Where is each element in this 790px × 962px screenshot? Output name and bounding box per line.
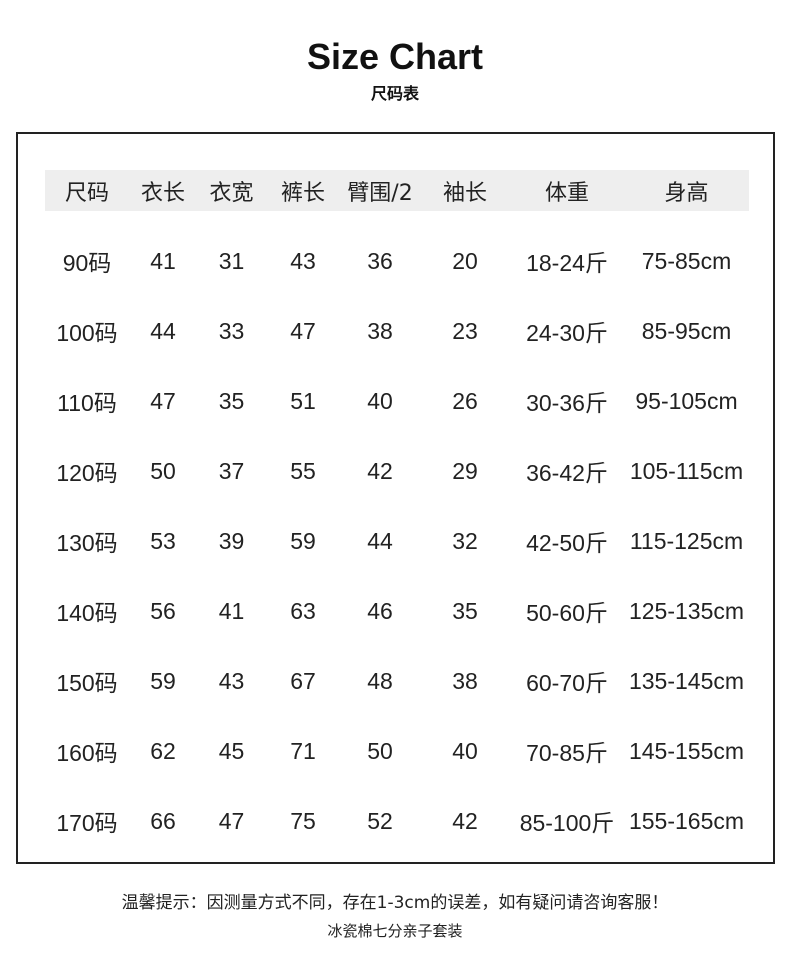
table-cell: 31 bbox=[218, 247, 245, 274]
table-row: 90码 41 31 43 36 20 18-24斤 75-85cm bbox=[45, 226, 749, 296]
column-header: 袖长 bbox=[442, 180, 487, 206]
table-cell: 75 bbox=[290, 807, 316, 834]
table-cell: 35 bbox=[218, 387, 245, 414]
table-cell: 23 bbox=[452, 317, 478, 344]
table-header-row: 尺码 衣长 衣宽 裤长 臂围/2 袖长 体重 身高 bbox=[45, 170, 749, 211]
table-cell: 105-115cm bbox=[629, 457, 744, 484]
product-name: 冰瓷棉七分亲子套装 bbox=[327, 922, 463, 940]
table-row: 160码 62 45 71 50 40 70-85斤 145-155cm bbox=[45, 716, 749, 786]
table-cell: 32 bbox=[452, 527, 478, 554]
table-cell: 51 bbox=[290, 387, 316, 414]
table-cell: 42 bbox=[452, 807, 478, 834]
table-cell: 66 bbox=[150, 807, 176, 834]
table-cell: 50-60斤 bbox=[526, 600, 608, 626]
page-title: Size Chart bbox=[306, 36, 484, 77]
table-cell: 40 bbox=[367, 387, 393, 414]
column-header: 身高 bbox=[664, 180, 709, 206]
table-cell: 63 bbox=[290, 597, 316, 624]
table-cell: 60-70斤 bbox=[526, 670, 608, 696]
table-cell: 55 bbox=[290, 457, 316, 484]
table-cell: 145-155cm bbox=[628, 737, 745, 764]
table-cell: 95-105cm bbox=[635, 387, 738, 414]
table-cell: 33 bbox=[218, 317, 245, 344]
table-cell: 75-85cm bbox=[641, 247, 732, 274]
table-cell: 47 bbox=[218, 807, 245, 834]
table-cell: 59 bbox=[150, 667, 176, 694]
spacer-cell bbox=[45, 211, 749, 226]
table-cell: 36-42斤 bbox=[526, 460, 608, 486]
table-cell: 24-30斤 bbox=[526, 320, 608, 346]
table-cell: 35 bbox=[452, 597, 478, 624]
table-cell: 48 bbox=[367, 667, 393, 694]
page-subtitle: 尺码表 bbox=[370, 84, 419, 103]
size-table: 尺码 衣长 衣宽 裤长 臂围/2 袖长 体重 身高 90码 41 31 43 36 20 18-24斤 75… bbox=[45, 170, 749, 856]
table-cell: 160码 bbox=[56, 740, 118, 766]
table-cell: 150码 bbox=[56, 670, 118, 696]
table-cell: 85-95cm bbox=[641, 317, 732, 344]
table-cell: 135-145cm bbox=[628, 667, 745, 694]
size-chart-frame: 尺码 衣长 衣宽 裤长 臂围/2 袖长 体重 身高 90码 41 31 43 36 20 18-24斤 75… bbox=[16, 132, 775, 864]
table-cell: 155-165cm bbox=[628, 807, 745, 834]
table-cell: 59 bbox=[290, 527, 316, 554]
table-cell: 71 bbox=[290, 737, 316, 764]
measurement-note: 温馨提示：因测量方式不同，存在1-3cm的误差，如有疑问请咨询客服！ bbox=[121, 893, 669, 913]
table-cell: 52 bbox=[367, 807, 393, 834]
spacer-row bbox=[45, 211, 749, 226]
table-cell: 62 bbox=[150, 737, 176, 764]
table-cell: 50 bbox=[150, 457, 176, 484]
table-cell: 50 bbox=[367, 737, 393, 764]
table-cell: 67 bbox=[290, 667, 316, 694]
table-cell: 20 bbox=[452, 247, 478, 274]
table-cell: 38 bbox=[452, 667, 478, 694]
table-cell: 42 bbox=[367, 457, 393, 484]
column-header: 体重 bbox=[544, 180, 589, 206]
column-header: 臂围/2 bbox=[347, 180, 413, 206]
table-cell: 43 bbox=[290, 247, 316, 274]
table-cell: 125-135cm bbox=[628, 597, 745, 624]
table-cell: 120码 bbox=[56, 460, 118, 486]
table-cell: 110码 bbox=[57, 390, 117, 416]
table-cell: 30-36斤 bbox=[526, 390, 608, 416]
table-cell: 45 bbox=[218, 737, 245, 764]
table-cell: 47 bbox=[290, 317, 316, 344]
table-cell: 53 bbox=[150, 527, 176, 554]
table-cell: 26 bbox=[452, 387, 478, 414]
column-header: 裤长 bbox=[280, 180, 325, 206]
table-row: 110码 47 35 51 40 26 30-36斤 95-105cm bbox=[45, 366, 749, 436]
table-cell: 37 bbox=[218, 457, 245, 484]
table-cell: 29 bbox=[452, 457, 478, 484]
table-row: 100码 44 33 47 38 23 24-30斤 85-95cm bbox=[45, 296, 749, 366]
table-cell: 40 bbox=[452, 737, 478, 764]
table-row: 140码 56 41 63 46 35 50-60斤 125-135cm bbox=[45, 576, 749, 646]
table-cell: 41 bbox=[218, 597, 245, 624]
column-header: 衣长 bbox=[140, 180, 185, 206]
table-cell: 38 bbox=[367, 317, 393, 344]
table-cell: 47 bbox=[150, 387, 176, 414]
table-row: 150码 59 43 67 48 38 60-70斤 135-145cm bbox=[45, 646, 749, 716]
column-header: 衣宽 bbox=[209, 180, 254, 206]
table-cell: 100码 bbox=[56, 320, 118, 346]
table-cell: 115-125cm bbox=[629, 527, 744, 554]
table-cell: 36 bbox=[367, 247, 393, 274]
table-cell: 70-85斤 bbox=[526, 740, 608, 766]
table-row: 170码 66 47 75 52 42 85-100斤 155-165cm bbox=[45, 786, 749, 856]
table-cell: 140码 bbox=[56, 600, 118, 626]
table-cell: 44 bbox=[150, 317, 176, 344]
table-cell: 18-24斤 bbox=[526, 250, 608, 276]
table-cell: 41 bbox=[150, 247, 176, 274]
table-row: 130码 53 39 59 44 32 42-50斤 115-125cm bbox=[45, 506, 749, 576]
table-cell: 90码 bbox=[62, 250, 112, 276]
column-header: 尺码 bbox=[64, 180, 109, 206]
table-cell: 56 bbox=[150, 597, 176, 624]
table-cell: 46 bbox=[367, 597, 393, 624]
table-cell: 44 bbox=[367, 527, 393, 554]
table-row: 120码 50 37 55 42 29 36-42斤 105-115cm bbox=[45, 436, 749, 506]
table-cell: 43 bbox=[218, 667, 245, 694]
table-cell: 42-50斤 bbox=[526, 530, 608, 556]
table-cell: 130码 bbox=[56, 530, 118, 556]
table-cell: 39 bbox=[218, 527, 245, 554]
table-cell: 85-100斤 bbox=[519, 810, 615, 836]
table-cell: 170码 bbox=[56, 810, 118, 836]
